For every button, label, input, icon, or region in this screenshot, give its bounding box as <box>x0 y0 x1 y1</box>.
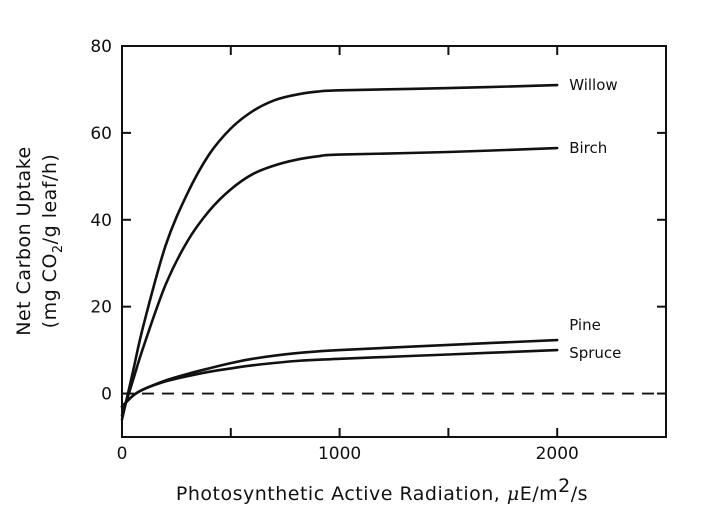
series-line-pine <box>120 338 559 408</box>
x-tick-label: 1000 <box>318 444 361 464</box>
y-axis-title-line1: Net Carbon Uptake <box>13 146 35 335</box>
series-line-spruce <box>120 348 559 408</box>
series-label-spruce: Spruce <box>569 344 621 362</box>
series-line-willow <box>120 83 559 421</box>
series-label-birch: Birch <box>569 139 607 157</box>
x-tick-label: 0 <box>117 444 128 464</box>
x-axis-title: Photosynthetic Active Radiation, μE/m2/s <box>176 475 588 505</box>
series-line-birch <box>120 146 559 417</box>
series-labels: Willow Birch Pine Spruce <box>569 76 621 362</box>
series-lines <box>120 83 559 421</box>
y-tick-label: 60 <box>90 124 112 144</box>
axis-ticks <box>121 45 667 437</box>
y-tick-label: 20 <box>90 298 112 318</box>
tick-labels: 0 20 40 60 80 0 1000 2000 <box>90 37 578 464</box>
y-tick-label: 80 <box>90 37 112 57</box>
y-axis-title-line2: (mg CO2/g leaf/h) <box>39 154 66 329</box>
plot-frame <box>121 45 667 438</box>
y-tick-label: 40 <box>90 211 112 231</box>
series-label-pine: Pine <box>569 316 601 334</box>
x-tick-label: 2000 <box>536 444 579 464</box>
series-label-willow: Willow <box>569 76 617 94</box>
y-tick-label: 0 <box>101 385 112 405</box>
